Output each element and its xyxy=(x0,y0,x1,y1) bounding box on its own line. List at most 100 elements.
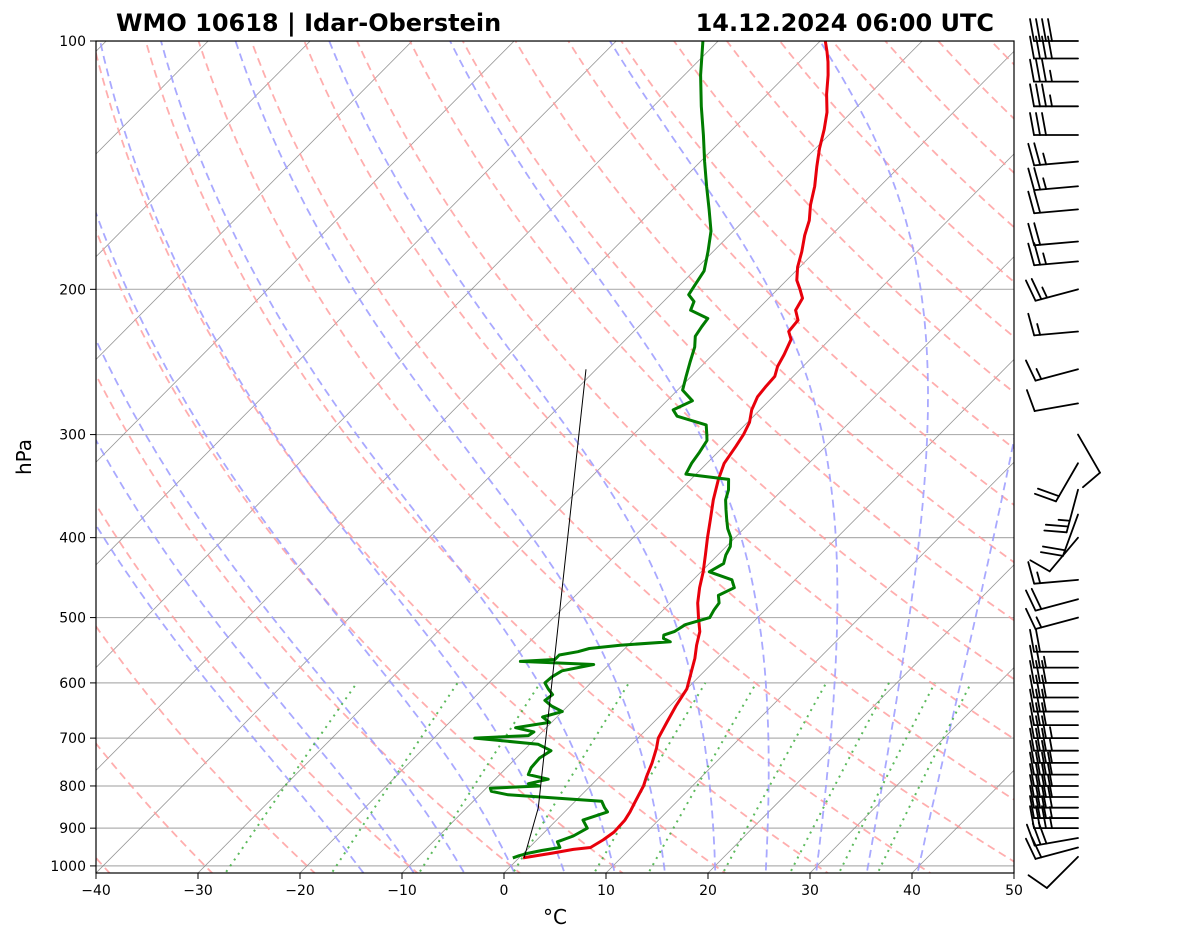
wind-barb-half-flag xyxy=(1035,616,1043,629)
wind-barb-staff xyxy=(1033,837,1079,847)
wind-barb xyxy=(1027,242,1079,267)
x-tick-label: 30 xyxy=(801,883,819,899)
wind-barb xyxy=(1026,389,1079,412)
wind-barb-flag xyxy=(1029,727,1035,752)
x-tick-label: −10 xyxy=(387,883,417,899)
wind-barb-flag xyxy=(1029,58,1035,83)
wind-barb-flag xyxy=(1029,715,1035,740)
wind-barb-flag xyxy=(1041,727,1047,752)
wind-barb xyxy=(1027,561,1079,585)
wind-barb-flag xyxy=(1041,805,1047,830)
isotherm-line xyxy=(401,256,1014,873)
wind-barb-staff xyxy=(1034,846,1079,860)
wind-barb-flag xyxy=(1033,222,1042,246)
isotherm-line xyxy=(96,41,821,771)
wind-barb-flag xyxy=(1041,674,1047,699)
mixing-ratio-line xyxy=(224,682,358,873)
wind-barb-flag xyxy=(1027,167,1036,191)
moist-adiabat-lines xyxy=(96,41,1014,873)
plot-area xyxy=(96,41,1014,873)
wind-barb-staff xyxy=(1033,260,1079,267)
wind-barb-flag xyxy=(1047,18,1053,42)
wind-barb xyxy=(1043,488,1079,534)
wind-barb-half-flag xyxy=(1043,655,1047,669)
mixing-ratio-lines xyxy=(224,682,972,873)
wind-barb-staff xyxy=(1033,578,1079,585)
wind-barb-flag xyxy=(1035,83,1041,108)
wind-barb xyxy=(1029,702,1079,726)
dry-adiabat-line xyxy=(303,41,1014,801)
moist-adiabat-line xyxy=(96,438,415,873)
wind-barb-flag xyxy=(1034,492,1057,503)
moist-adiabat-line xyxy=(328,41,717,873)
dry-adiabat-lines xyxy=(96,41,1014,873)
wind-barb-flag xyxy=(1035,702,1041,726)
dry-adiabat-line xyxy=(96,228,624,873)
wind-barb-flag xyxy=(1029,751,1035,776)
wind-barb-flag xyxy=(1033,190,1042,214)
x-tick-label: 20 xyxy=(699,883,717,899)
wind-barb-flag xyxy=(1029,112,1035,136)
wind-barb-flag xyxy=(1029,739,1035,764)
wind-barb-flag xyxy=(1030,587,1043,610)
wind-barb-flag xyxy=(1026,389,1036,412)
wind-barb-staff xyxy=(1034,368,1079,382)
wind-barb-flag xyxy=(1029,35,1035,60)
wind-barb-flag xyxy=(1035,628,1041,653)
wind-barb-flag xyxy=(1035,112,1041,136)
wind-barb-half-flag xyxy=(1035,368,1043,380)
wind-barb-flag xyxy=(1033,167,1042,191)
y-tick-label: 700 xyxy=(59,731,86,747)
y-tick-label: 600 xyxy=(59,676,86,692)
wind-barb-half-flag xyxy=(1042,152,1048,166)
mixing-ratio-line xyxy=(876,682,972,873)
isotherm-line xyxy=(707,564,1014,873)
moist-adiabat-line xyxy=(819,41,929,873)
wind-barb-flag xyxy=(1029,774,1035,798)
wind-barb-flag xyxy=(1027,222,1036,247)
dry-adiabat-line xyxy=(778,41,1014,284)
dry-adiabat-line xyxy=(356,41,1014,740)
y-tick-label: 300 xyxy=(59,428,86,444)
wind-barb xyxy=(1027,855,1079,889)
wind-barb-flag xyxy=(1033,242,1042,266)
wind-barb-flag xyxy=(1029,688,1035,713)
y-tick-label: 200 xyxy=(59,282,86,298)
isotherm-line xyxy=(96,41,617,566)
dry-adiabat-line xyxy=(197,41,932,873)
y-tick-label: 800 xyxy=(59,779,86,795)
wind-barb xyxy=(1029,58,1079,83)
wind-barb-half-flag xyxy=(1049,726,1053,740)
wind-barb xyxy=(1034,462,1079,503)
wind-barb-flag xyxy=(1027,312,1036,337)
wind-barb-flag xyxy=(1025,279,1037,302)
wind-barb-flag xyxy=(1035,58,1041,83)
wind-barb-staff xyxy=(1034,616,1079,630)
wind-barb-flag xyxy=(1035,18,1041,42)
dry-adiabat-line xyxy=(673,41,1014,394)
wind-barb-flag xyxy=(1029,784,1035,809)
moist-adiabat-line xyxy=(234,41,666,873)
wind-barb xyxy=(1029,628,1079,653)
isotherm-line xyxy=(96,41,413,360)
wind-barb-flag xyxy=(1025,359,1037,382)
isotherm-line xyxy=(197,50,1014,873)
wind-barb-flag xyxy=(1041,660,1047,684)
wind-barb-half-flag xyxy=(1049,806,1053,819)
wind-barb-flag xyxy=(1029,83,1035,108)
moist-adiabat-line xyxy=(160,41,616,873)
y-tick-label: 1000 xyxy=(50,859,86,875)
wind-barb-flag xyxy=(1029,763,1035,787)
x-tick-label: 0 xyxy=(500,883,509,899)
dry-adiabat-line xyxy=(726,41,1014,339)
wind-barb-flag xyxy=(1041,112,1047,136)
wind-barb-flag xyxy=(1025,589,1037,612)
mixing-ratio-line xyxy=(330,682,459,873)
wind-barb-half-flag xyxy=(1041,286,1048,299)
isotherm-line xyxy=(96,41,515,463)
dry-adiabat-line xyxy=(408,41,1014,681)
moist-adiabat-line xyxy=(96,337,466,873)
wind-barb xyxy=(1029,644,1079,669)
wind-barb-flag xyxy=(1035,805,1041,830)
